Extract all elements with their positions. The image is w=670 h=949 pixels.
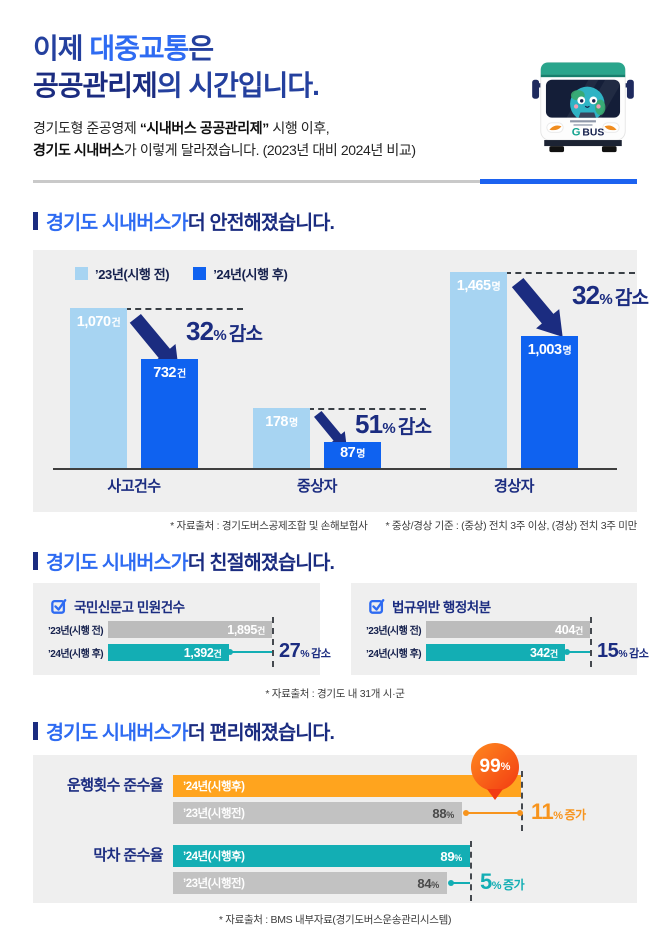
badge-tail [487,789,503,800]
complaints-panel: 국민신문고 민원건수 ’23년(시행 전) 1,895건 ’24년(시행 후) … [33,583,331,675]
group-label-lastbus-compliance: 막차 준수율 [93,847,163,864]
connector-dot [564,649,570,655]
connector-dot [517,810,523,816]
checkbox-icon [369,599,385,614]
section-title-convenience: 경기도 시내버스가 더 편리해졌습니다. [33,716,335,745]
hbar-2024: 1,392건 [108,644,229,661]
connector-line [227,649,272,655]
hbar-2023: 1,895건 [108,621,272,638]
title-tick-bar [33,551,38,570]
bar-2024-minor: 1,003명 [521,336,578,468]
bar-2024-accidents: 732건 [141,359,198,468]
hbar-2024: 342건 [426,644,565,661]
hbar-2023-trips: ’23년(시행전) 88% [173,802,462,824]
bus-logo-g: G [572,127,581,139]
connector-dot [463,810,469,816]
legend-item-2023: ’23년(시행 전) [75,264,170,283]
category-label: 사고건수 [107,478,161,495]
page-title-line1: 이제 대중교통은 [33,33,214,64]
dashed-reference-line [505,272,635,274]
footnote-safety: * 자료출처 : 경기도버스공제조합 및 손해보험사 * 중상/경상 기준 : … [170,520,637,532]
connector-line [463,810,523,816]
decrease-arrow-icon [314,411,348,450]
bar-group-accidents: 32% 감소 1,070건 732건 사고건수 [70,268,263,495]
page-title-line2: 공공관리제의 시간입니다. [33,70,320,101]
bar-group-minor-injuries: 32% 감소 1,465명 1,003명 경상자 [450,268,649,495]
change-label: 11% 증가 [531,799,586,824]
change-label: 27% 감소 [279,640,331,662]
gbus-bus-icon: G BUS [527,42,639,164]
badge-99-percent: 99% [471,743,519,791]
hbar-2024-lastbus: ’24년(시행후) 89% [173,845,470,867]
hbar-row-2023: ’23년(시행 전) 1,895건 [48,621,272,638]
bus-headlight-right [602,122,620,133]
dashed-reference-line [125,308,243,310]
connector-line [564,649,590,655]
page-subtitle: 경기도형 준공영제 “시내버스 공공관리제” 시행 이후, 경기도 시내버스가 … [33,120,416,158]
dashed-reference-line [521,771,523,831]
checkbox-icon [51,599,67,614]
compliance-chart-panel: 99% 운행횟수 준수율 ’24년(시행후) ’23년(시행전) 88% 11%… [33,743,637,903]
chart-legend: ’23년(시행 전) ’24년(시행 후) [75,264,288,283]
category-label: 중상자 [297,478,337,495]
category-label: 경상자 [494,478,534,495]
dashed-reference-line [308,408,426,410]
hbar-row-2023: ’23년(시행 전) 404건 [366,621,590,638]
bar-2023-accidents: 1,070건 [70,308,127,468]
change-label: 32% 감소 [572,280,649,310]
dashed-reference-line [470,841,472,901]
legend-swatch-2023 [75,267,88,280]
change-label: 5% 증가 [480,869,525,894]
section-title-safety: 경기도 시내버스가 더 안전해졌습니다. [33,206,335,235]
group-label-trip-compliance: 운행횟수 준수율 [67,777,164,794]
connector-line [448,880,470,886]
panel-title-violations: 법규위반 행정처분 [369,596,491,616]
header-divider [33,179,637,184]
divider-gray [33,180,480,183]
hbar-2023-lastbus: ’23년(시행전) 84% [173,872,447,894]
legend-swatch-2024 [193,267,207,280]
decrease-arrow-icon [511,278,563,337]
hbar-2023: 404건 [426,621,590,638]
dashed-reference-line [272,617,274,667]
grouped-bar-chart: 32% 감소 1,070건 732건 사고건수 51% 감소 [53,268,649,495]
section-title-kindness: 경기도 시내버스가 더 친절해졌습니다. [33,546,335,575]
panel-title-complaints: 국민신문고 민원건수 [51,596,185,616]
hbar-row-2024: ’24년(시행 후) 342건 [366,644,590,661]
safety-chart-panel: ’23년(시행 전) ’24년(시행 후) 32% 감소 1,070건 [33,250,649,512]
change-label: 51% 감소 [355,409,432,439]
page-title: 이제 대중교통은 공공관리제의 시간입니다. [33,30,320,104]
bar-2024-serious: 87명 [324,442,381,468]
dashed-reference-line [590,617,592,667]
change-label: 32% 감소 [186,316,263,346]
connector-dot [227,649,233,655]
bar-2023-minor: 1,465명 [450,272,507,468]
decrease-arrow-icon [129,314,179,371]
footnote-convenience: * 자료출처 : BMS 내부자료(경기도버스운송관리시스템) [218,914,452,926]
connector-dot [448,880,454,886]
bus-logo-bus: BUS [582,128,604,139]
bus-headlight-left [546,122,564,133]
hbar-row-2024: ’24년(시행 후) 1,392건 [48,644,272,661]
bar-2023-serious: 178명 [253,408,310,468]
footnote-kindness: * 자료출처 : 경기도 내 31개 시·군 [265,688,405,700]
title-tick-bar [33,211,38,230]
hbar-2024-trips: ’24년(시행후) [173,775,521,797]
violations-panel: 법규위반 행정처분 ’23년(시행 전) 404건 ’24년(시행 후) 342… [351,583,649,675]
bar-group-serious-injuries: 51% 감소 178명 87명 중상자 [253,268,432,495]
title-tick-bar [33,721,38,740]
legend-item-2024: ’24년(시행 후) [193,264,288,283]
change-label: 15% 감소 [597,640,649,662]
divider-blue [480,179,637,184]
